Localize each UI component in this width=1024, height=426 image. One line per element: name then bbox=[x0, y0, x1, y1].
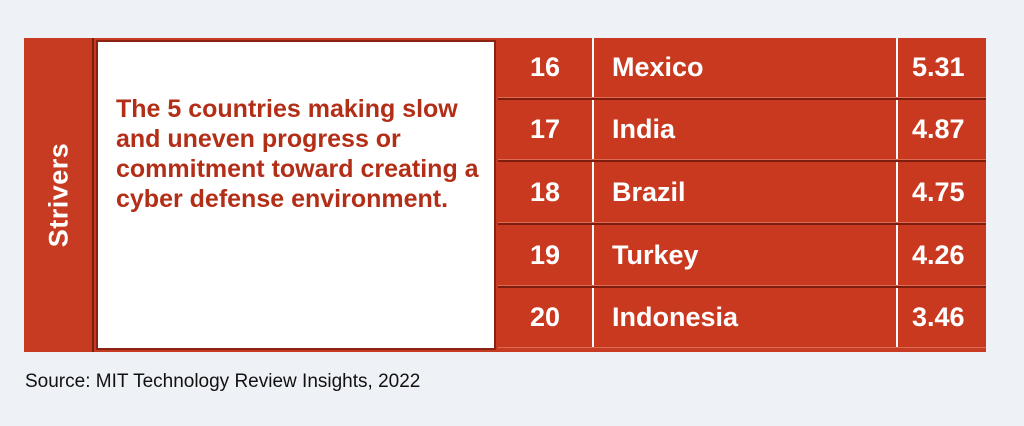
rank-cell: 16 bbox=[498, 38, 594, 97]
strivers-table-frame: Strivers The 5 countries making slow and… bbox=[24, 38, 986, 352]
table-row: 16 Mexico 5.31 bbox=[498, 38, 986, 98]
score-cell: 4.26 bbox=[912, 239, 965, 270]
ranking-table: 16 Mexico 5.31 17 India 4.87 18 Brazil 4.75 19 Tur… bbox=[498, 38, 986, 352]
tier-label-column: Strivers bbox=[24, 38, 94, 352]
rank-cell: 17 bbox=[498, 100, 594, 159]
table-row: 17 India 4.87 bbox=[498, 98, 986, 160]
table-row: 19 Turkey 4.26 bbox=[498, 223, 986, 286]
country-cell: Brazil bbox=[594, 162, 898, 222]
rank-cell: 18 bbox=[498, 162, 594, 222]
score-cell: 4.87 bbox=[912, 114, 965, 144]
country-cell: Turkey bbox=[594, 225, 898, 285]
rank-cell: 20 bbox=[498, 288, 594, 347]
country-cell: Mexico bbox=[594, 38, 898, 97]
score-cell: 5.31 bbox=[912, 52, 965, 82]
rank-cell: 19 bbox=[498, 225, 594, 285]
tier-label: Strivers bbox=[43, 142, 74, 248]
score-cell: 4.75 bbox=[912, 176, 965, 207]
description-panel: The 5 countries making slow and uneven p… bbox=[96, 40, 496, 350]
score-cell: 3.46 bbox=[912, 302, 965, 332]
table-row: 20 Indonesia 3.46 bbox=[498, 286, 986, 348]
country-cell: India bbox=[594, 100, 898, 159]
country-cell: Indonesia bbox=[594, 288, 898, 347]
tier-description: The 5 countries making slow and uneven p… bbox=[116, 95, 479, 213]
table-row: 18 Brazil 4.75 bbox=[498, 160, 986, 223]
source-note: Source: MIT Technology Review Insights, … bbox=[25, 371, 421, 392]
